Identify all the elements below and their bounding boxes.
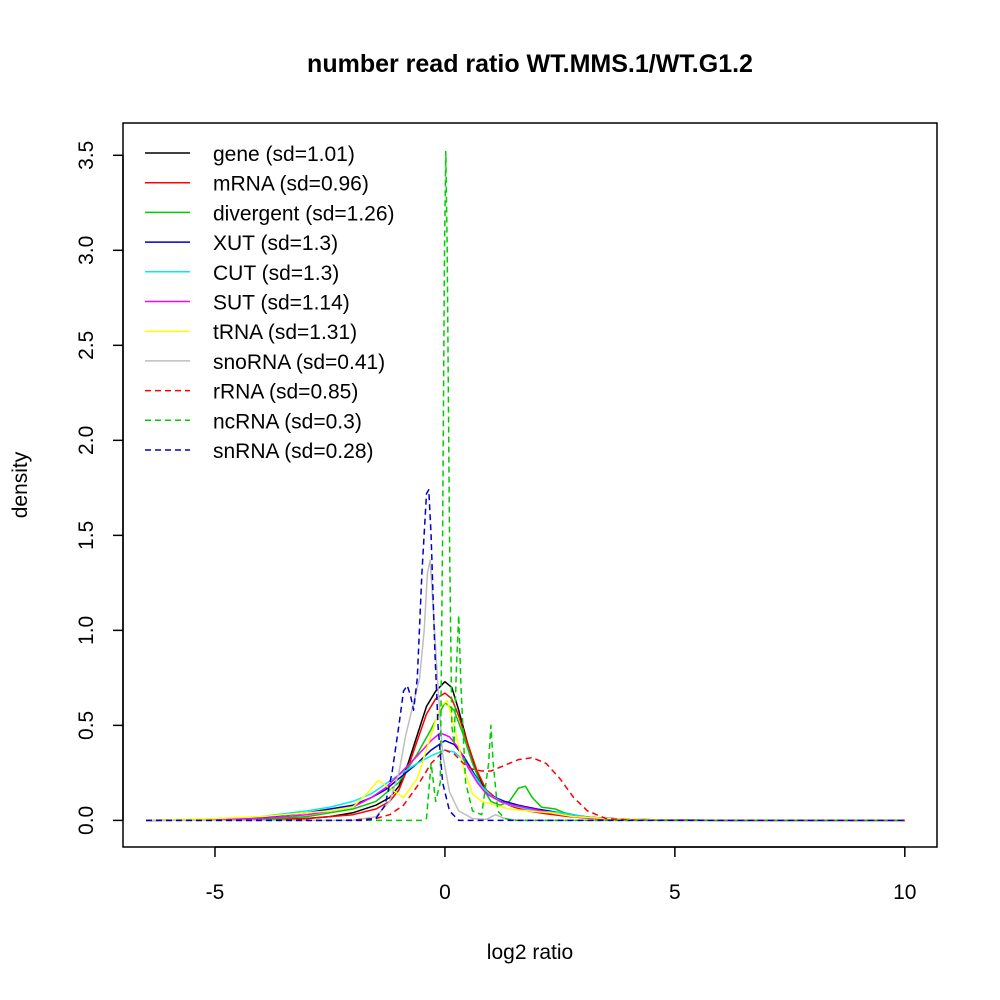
series-line bbox=[145, 749, 905, 822]
y-tick-label: 3.0 bbox=[75, 236, 98, 265]
legend-label: gene (sd=1.01) bbox=[213, 143, 355, 166]
series-line bbox=[146, 559, 905, 822]
x-tick-label: 10 bbox=[893, 881, 916, 904]
legend-label: snRNA (sd=0.28) bbox=[213, 440, 374, 463]
series-layer bbox=[145, 150, 905, 822]
x-axis-label: log2 ratio bbox=[487, 941, 573, 964]
y-axis-label: density bbox=[9, 451, 32, 518]
series-line bbox=[145, 732, 905, 822]
y-tick-label: 1.0 bbox=[75, 616, 98, 645]
x-tick-label: 5 bbox=[669, 881, 681, 904]
legend-label: XUT (sd=1.3) bbox=[213, 232, 338, 255]
x-axis: -5 0 5 10 bbox=[206, 846, 916, 904]
legend-label: CUT (sd=1.3) bbox=[213, 262, 339, 285]
y-tick-label: 0.5 bbox=[75, 711, 98, 740]
y-tick-label: 2.5 bbox=[75, 331, 98, 360]
series-line bbox=[145, 699, 905, 822]
y-tick-label: 1.5 bbox=[75, 521, 98, 550]
series-line bbox=[145, 701, 905, 822]
series-line bbox=[146, 749, 905, 822]
series-line bbox=[145, 680, 905, 822]
series-line bbox=[145, 692, 905, 822]
y-tick-label: 0.0 bbox=[75, 806, 98, 835]
series-line bbox=[146, 150, 905, 822]
y-tick-label: 3.5 bbox=[75, 141, 98, 170]
legend-label: divergent (sd=1.26) bbox=[213, 202, 395, 225]
y-axis: 0.0 0.5 1.0 1.5 2.0 2.5 3.0 3.5 bbox=[75, 141, 124, 835]
x-tick-label: 0 bbox=[439, 881, 451, 904]
x-tick-label: -5 bbox=[206, 881, 225, 904]
legend-label: rRNA (sd=0.85) bbox=[213, 381, 358, 404]
chart-title: number read ratio WT.MMS.1/WT.G1.2 bbox=[307, 50, 753, 78]
y-tick-label: 2.0 bbox=[75, 426, 98, 455]
legend-label: tRNA (sd=1.31) bbox=[213, 321, 357, 344]
legend-label: mRNA (sd=0.96) bbox=[213, 173, 369, 196]
legend: gene (sd=1.01) mRNA (sd=0.96) divergent (s… bbox=[145, 143, 395, 463]
legend-label: snoRNA (sd=0.41) bbox=[213, 351, 385, 374]
legend-label: SUT (sd=1.14) bbox=[213, 292, 350, 315]
legend-label: ncRNA (sd=0.3) bbox=[213, 410, 362, 433]
series-line bbox=[146, 489, 905, 822]
